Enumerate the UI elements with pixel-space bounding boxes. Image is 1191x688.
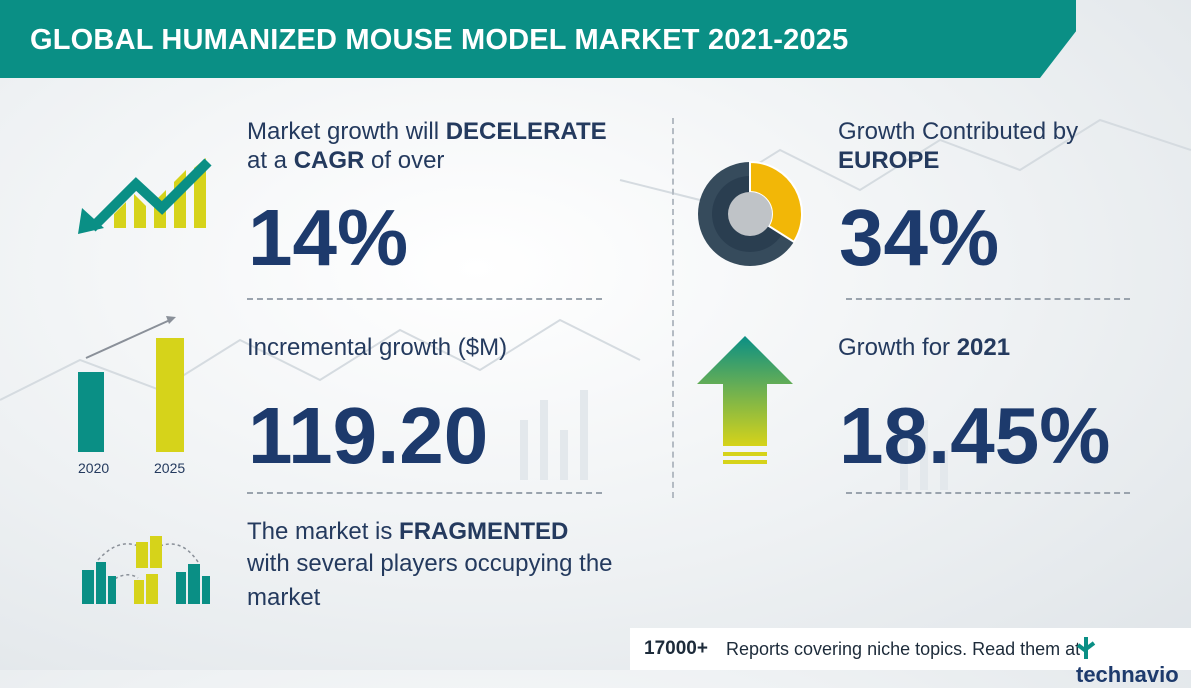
fragmented-emphasis: FRAGMENTED xyxy=(399,518,569,545)
cagr-text: at a xyxy=(247,147,294,174)
growth-2021-text: Growth for xyxy=(838,334,957,361)
growth-2021-label: Growth for 2021 xyxy=(838,333,1010,363)
fragmented-text: The market is xyxy=(247,518,400,545)
buildings-icon xyxy=(82,536,210,604)
fragmented-line-2: with several players occupying the xyxy=(247,550,613,577)
year-label-2020: 2020 xyxy=(78,460,110,476)
brand-name: technavio xyxy=(1076,662,1179,687)
title-banner xyxy=(0,0,1076,78)
report-count: 17000+ xyxy=(644,638,708,659)
divider-europe xyxy=(846,298,1130,300)
page-title: GLOBAL HUMANIZED MOUSE MODEL MARKET 2021… xyxy=(30,24,849,56)
bar-growth-icon xyxy=(78,316,184,452)
divider-incremental xyxy=(247,492,602,494)
europe-line-1: Growth Contributed by xyxy=(838,118,1079,145)
incremental-label: Incremental growth ($M) xyxy=(247,334,508,361)
up-arrow-icon xyxy=(697,336,793,464)
vertical-divider xyxy=(672,118,674,498)
cagr-emphasis: DECELERATE xyxy=(445,118,607,145)
cagr-text: Market growth will xyxy=(247,118,446,145)
cagr-value: 14% xyxy=(248,193,409,282)
incremental-value: 119.20 xyxy=(248,391,489,480)
divider-cagr xyxy=(247,298,602,300)
europe-emphasis: EUROPE xyxy=(838,147,940,174)
cagr-line-2: at a CAGR of over xyxy=(247,146,444,176)
cagr-line-1: Market growth will DECELERATE xyxy=(247,117,607,147)
fragmented-line-3: market xyxy=(247,584,321,611)
footer-bar: 17000+ Reports covering niche topics. Re… xyxy=(630,628,1191,687)
technavio-logo-link[interactable]: technavio xyxy=(1076,636,1191,688)
cagr-text: of over xyxy=(364,147,445,174)
year-label-2025: 2025 xyxy=(154,460,186,476)
footer-text: Reports covering niche topics. Read them… xyxy=(726,639,1081,659)
cagr-emphasis: CAGR xyxy=(293,147,365,174)
fragmented-line-1: The market is FRAGMENTED xyxy=(247,517,568,547)
technavio-leaf-icon xyxy=(1076,637,1096,659)
europe-line-2: EUROPE xyxy=(838,146,939,176)
donut-chart-icon xyxy=(698,160,803,266)
divider-growth-2021 xyxy=(846,492,1130,494)
decline-chart-icon xyxy=(78,158,212,234)
europe-value: 34% xyxy=(839,193,1000,282)
growth-2021-value: 18.45% xyxy=(839,391,1111,480)
growth-2021-emphasis: 2021 xyxy=(956,334,1011,361)
